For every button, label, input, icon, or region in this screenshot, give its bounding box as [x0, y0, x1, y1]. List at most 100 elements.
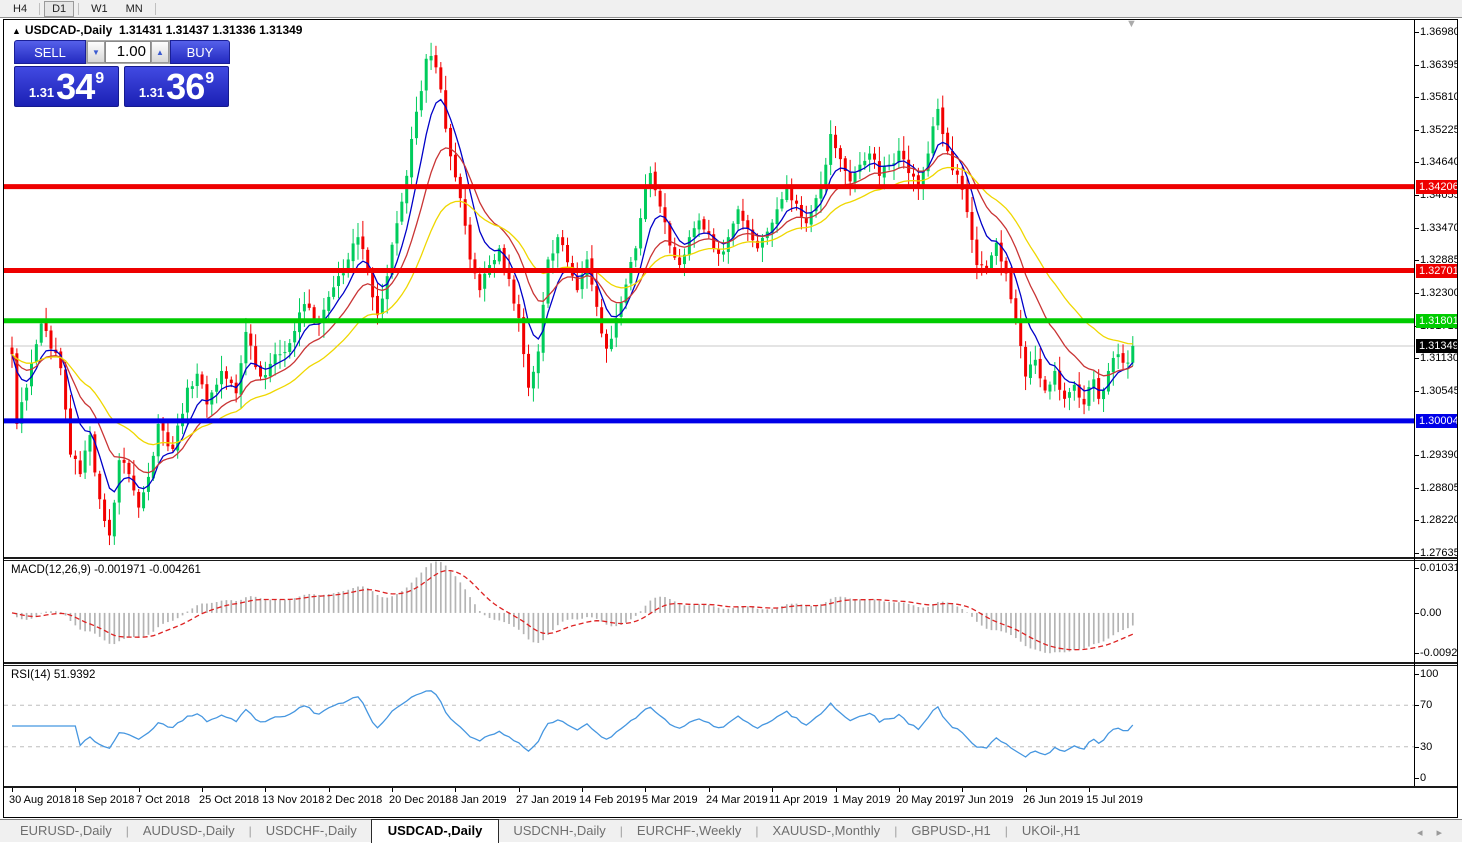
price-tick [1414, 488, 1419, 489]
price-chart-panel[interactable]: ▲ USDCAD-,Daily 1.31431 1.31437 1.31336 1… [4, 20, 1457, 557]
collapse-triangle-icon: ▲ [12, 26, 21, 36]
date-label: 2 Dec 2018 [326, 794, 383, 806]
price-tick-label: 1.36980 [1420, 26, 1457, 38]
chart-window: ▲ USDCAD-,Daily 1.31431 1.31437 1.31336 1… [3, 19, 1458, 818]
date-tick [329, 788, 330, 792]
panel-divider[interactable] [4, 557, 1457, 561]
date-tick [139, 788, 140, 792]
tab-usdchf[interactable]: USDCHF-,Daily [265, 823, 357, 838]
rsi-canvas[interactable] [4, 666, 1457, 786]
price-tick [1414, 391, 1419, 392]
macd-tick [1414, 653, 1419, 654]
current-price-flag: 1.31349 [1416, 339, 1457, 353]
date-label: 27 Jan 2019 [516, 794, 577, 806]
date-label: 26 Jun 2019 [1023, 794, 1084, 806]
volume-stepper: ▼ 1.00 ▲ [86, 40, 170, 64]
price-tick [1414, 520, 1419, 521]
date-tick [962, 788, 963, 792]
buy-price-pip: 9 [205, 70, 215, 87]
macd-tick [1414, 613, 1419, 614]
candlestick-canvas[interactable] [4, 20, 1457, 557]
price-tick-label: 1.34640 [1420, 156, 1457, 168]
tab-gbpusd[interactable]: GBPUSD-,H1 [911, 823, 991, 838]
date-tick [1089, 788, 1090, 792]
price-tick-label: 1.35810 [1420, 91, 1457, 103]
date-label: 18 Sep 2018 [72, 794, 135, 806]
date-tick [709, 788, 710, 792]
volume-decrease-button[interactable]: ▼ [87, 41, 105, 63]
timeframe-toolbar: H4 D1 W1 MN [0, 0, 1462, 18]
price-tick-label: 1.32885 [1420, 254, 1457, 266]
date-label: 7 Oct 2018 [136, 794, 190, 806]
tab-separator: | [894, 824, 898, 838]
date-tick [899, 788, 900, 792]
chart-shift-marker-icon[interactable]: ▼ [1126, 20, 1137, 30]
tab-scroll-arrows[interactable]: ◂▸ [1416, 827, 1456, 839]
volume-increase-button[interactable]: ▲ [151, 41, 169, 63]
price-tick-label: 1.35225 [1420, 124, 1457, 136]
timeframe-button-w1[interactable]: W1 [91, 2, 108, 15]
price-tick [1414, 293, 1419, 294]
tab-ukoil[interactable]: UKOil-,H1 [1021, 823, 1081, 838]
macd-canvas[interactable] [4, 561, 1457, 662]
chart-symbol: USDCAD-,Daily [24, 23, 113, 37]
rsi-tick-label: 70 [1420, 699, 1433, 711]
tab-separator: | [619, 824, 623, 838]
date-tick [75, 788, 76, 792]
tab-usdcad[interactable]: USDCAD-,Daily [370, 819, 500, 843]
sell-quote[interactable]: 1.31 34 9 [14, 66, 119, 107]
date-label: 8 Jan 2019 [452, 794, 507, 806]
date-tick [772, 788, 773, 792]
chart-tabbar: EURUSD-,Daily | AUDUSD-,Daily | USDCHF-,Dail… [0, 819, 1462, 843]
date-label: 1 May 2019 [833, 794, 891, 806]
timeframe-button-d1[interactable]: D1 [44, 0, 75, 17]
price-tick [1414, 162, 1419, 163]
tab-audusd[interactable]: AUDUSD-,Daily [142, 823, 235, 838]
sell-price-pip: 9 [95, 70, 105, 87]
price-tick-label: 1.32300 [1420, 287, 1457, 299]
buy-price-big: 36 [166, 66, 205, 107]
rsi-label: RSI(14) 51.9392 [11, 669, 96, 681]
macd-tick-label: 0.00 [1420, 607, 1442, 619]
tab-usdcnh[interactable]: USDCNH-,Daily [513, 823, 606, 838]
rsi-tick-label: 100 [1420, 668, 1439, 680]
date-tick [836, 788, 837, 792]
sell-button[interactable]: SELL [14, 40, 86, 64]
date-tick [1026, 788, 1027, 792]
timeframe-button-mn[interactable]: MN [125, 2, 143, 15]
price-tick-label: 1.36395 [1420, 59, 1457, 71]
date-label: 15 Jul 2019 [1086, 794, 1143, 806]
date-label: 24 Mar 2019 [706, 794, 768, 806]
price-axis-separator[interactable] [1414, 20, 1415, 786]
tab-eurchf[interactable]: EURCHF-,Weekly [636, 823, 742, 838]
price-tick-label: 1.27635 [1420, 547, 1457, 557]
macd-label: MACD(12,26,9) -0.001971 -0.004261 [11, 564, 201, 576]
date-tick [12, 788, 13, 792]
timeframe-button-h4[interactable]: H4 [13, 2, 28, 15]
price-tick [1414, 195, 1419, 196]
buy-button[interactable]: BUY [170, 40, 230, 64]
macd-tick-label: 0.010311 [1420, 562, 1457, 574]
one-click-trade-panel: SELL ▼ 1.00 ▲ BUY 1.31 34 9 1.31 36 9 [14, 40, 230, 107]
rsi-panel[interactable]: RSI(14) 51.9392 100 70 30 0 [4, 666, 1457, 786]
rsi-tick [1414, 674, 1419, 675]
tab-separator: | [248, 824, 252, 838]
date-axis[interactable]: 30 Aug 2018 18 Sep 2018 7 Oct 2018 25 Oct 2… [4, 786, 1457, 816]
date-label: 7 Jun 2019 [959, 794, 1014, 806]
volume-field[interactable]: 1.00 [105, 41, 151, 63]
price-tick-label: 1.28805 [1420, 482, 1457, 494]
buy-quote[interactable]: 1.31 36 9 [124, 66, 229, 107]
panel-divider[interactable] [4, 662, 1457, 666]
price-tick [1414, 553, 1419, 554]
date-tick [645, 788, 646, 792]
rsi-tick [1414, 747, 1419, 748]
date-tick [265, 788, 266, 792]
tab-eurusd[interactable]: EURUSD-,Daily [20, 823, 112, 838]
macd-panel[interactable]: MACD(12,26,9) -0.001971 -0.004261 0.0103… [4, 561, 1457, 662]
macd-tick-label: -0.009203 [1420, 647, 1457, 659]
date-tick [455, 788, 456, 792]
tab-xauusd[interactable]: XAUUSD-,Monthly [772, 823, 881, 838]
toolbar-separator [78, 2, 80, 15]
price-tick [1414, 260, 1419, 261]
date-tick [519, 788, 520, 792]
